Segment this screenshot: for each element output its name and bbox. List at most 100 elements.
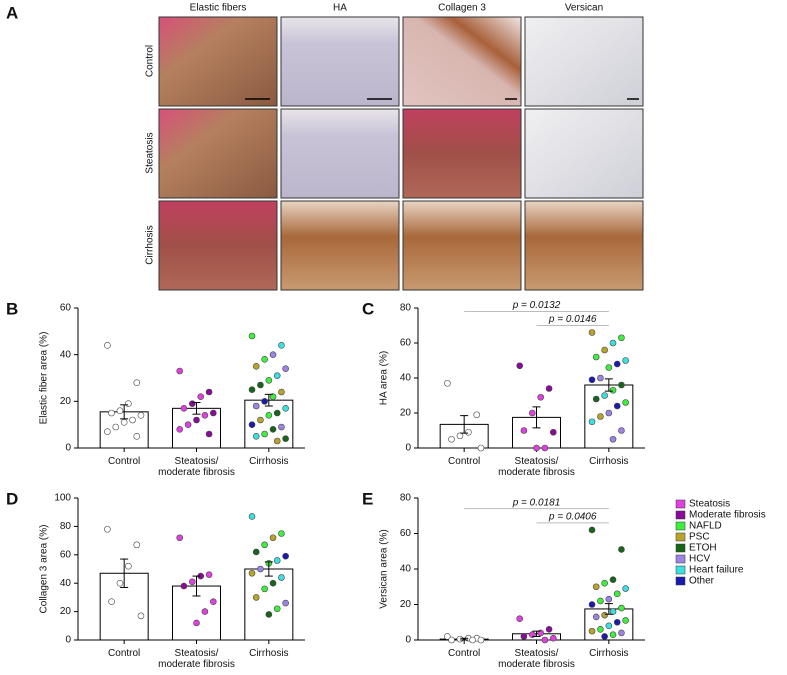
x-tick-label: Control	[448, 456, 480, 467]
data-point	[257, 565, 264, 573]
error-bar	[264, 393, 273, 407]
data-point	[609, 386, 617, 394]
y-tick-label: 60	[60, 549, 72, 560]
data-point	[116, 579, 124, 587]
error-bar	[532, 630, 541, 637]
data-point	[261, 398, 268, 405]
column-header: Elastic fibers	[190, 3, 247, 14]
x-tick-label: Control	[448, 648, 480, 659]
row-label: Control	[145, 45, 156, 77]
error-bar	[604, 378, 613, 392]
data-point	[592, 353, 600, 361]
legend-label: PSC	[689, 532, 710, 543]
legend-swatch	[675, 499, 686, 509]
data-point	[477, 444, 485, 452]
data-point	[588, 376, 596, 384]
y-tick-label: 80	[400, 303, 412, 314]
data-point	[588, 601, 596, 608]
error-bar	[604, 603, 613, 615]
legend-swatch	[675, 521, 686, 531]
data-point	[516, 362, 524, 370]
data-point	[210, 409, 217, 417]
data-point	[609, 608, 617, 615]
data-point	[601, 346, 608, 354]
data-point	[116, 407, 124, 414]
p-value: p = 0.0181	[512, 497, 561, 508]
data-point	[133, 541, 141, 549]
data-point	[205, 388, 213, 396]
data-point	[112, 423, 120, 431]
error-bar	[264, 561, 273, 577]
data-point	[528, 409, 536, 417]
x-tick-label: Cirrhosis	[589, 456, 628, 467]
data-point	[448, 435, 455, 443]
y-tick-label: 40	[400, 564, 412, 575]
data-point	[248, 386, 256, 393]
y-axis-label: Elastic fiber area (%)	[39, 332, 50, 425]
image	[280, 200, 400, 291]
data-point	[588, 526, 596, 534]
data-point	[104, 525, 111, 533]
error-bar	[532, 406, 541, 429]
x-tick-label: Cirrhosis	[249, 456, 288, 467]
data-point	[278, 530, 285, 537]
data-point	[545, 385, 553, 392]
data-point	[273, 605, 281, 613]
data-point	[278, 574, 285, 581]
data-point	[137, 412, 145, 419]
error-bar	[460, 637, 469, 641]
data-point	[104, 428, 111, 435]
legend-label: Heart failure	[689, 565, 744, 576]
legend-label: ETOH	[689, 543, 717, 554]
data-point	[269, 351, 277, 358]
data-point	[601, 611, 608, 619]
chart: D Collagen 3 area (%) 0 20 40 60 80 100 Control S…	[6, 489, 305, 670]
y-tick-label: 80	[60, 521, 72, 532]
legend-label: Other	[689, 576, 715, 587]
error-bar	[192, 402, 201, 415]
data-point	[176, 426, 183, 433]
data-point	[444, 633, 451, 640]
data-point	[252, 548, 260, 556]
y-tick-label: 60	[400, 528, 412, 539]
data-point	[618, 604, 625, 612]
legend-label: Moderate fibrosis	[689, 510, 766, 521]
data-point	[282, 405, 289, 412]
image	[402, 108, 522, 199]
legend-swatch	[675, 576, 686, 586]
data-point	[549, 634, 557, 642]
y-tick-label: 40	[60, 349, 72, 360]
image	[402, 200, 522, 291]
data-point	[133, 433, 141, 440]
legend-swatch	[675, 510, 686, 520]
data-point	[597, 626, 604, 633]
bar	[584, 384, 634, 449]
data-point	[456, 432, 464, 440]
data-point	[252, 402, 260, 410]
data-point	[265, 611, 273, 618]
data-point	[597, 413, 604, 420]
data-point	[189, 400, 196, 407]
data-point	[273, 557, 281, 564]
chart: E Versican area (%) 0 20 40 60 80 Control Steato…	[362, 489, 645, 670]
error-bar	[192, 575, 201, 597]
data-point	[261, 585, 268, 593]
x-tick-label: Cirrhosis	[249, 648, 288, 659]
data-point	[278, 423, 285, 431]
x-tick-label: Steatosis/moderate fibrosis	[158, 648, 235, 670]
data-point	[448, 636, 455, 644]
data-point	[622, 585, 629, 592]
data-point	[108, 409, 115, 417]
data-point	[618, 381, 625, 389]
data-point	[201, 412, 209, 419]
data-point	[248, 513, 256, 520]
data-point	[444, 379, 451, 387]
histology-images	[158, 16, 644, 291]
image	[524, 200, 644, 291]
data-point	[520, 633, 528, 640]
data-point	[588, 627, 596, 635]
data-point	[269, 579, 277, 587]
legend-swatch	[675, 565, 686, 575]
data-point	[541, 636, 549, 644]
